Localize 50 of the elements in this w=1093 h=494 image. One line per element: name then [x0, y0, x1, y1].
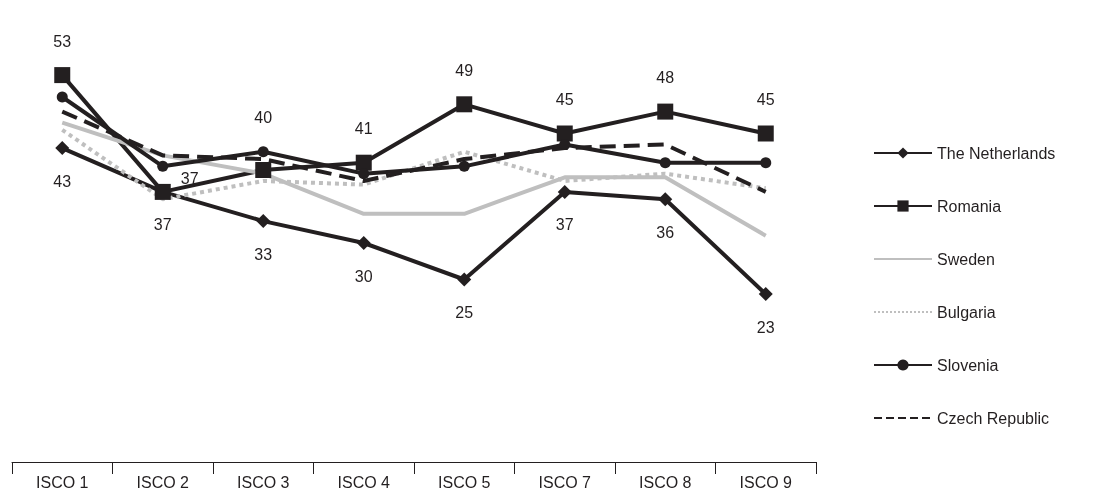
x-tick-label: ISCO 8 [639, 473, 692, 491]
data-label: 37 [153, 216, 172, 234]
point [355, 154, 372, 171]
legend-label: Romania [937, 197, 1002, 215]
x-tick-label: ISCO 1 [36, 473, 89, 491]
point [556, 125, 573, 142]
data-label: 23 [756, 318, 775, 336]
data-label: 48 [656, 69, 675, 87]
legend-label: Bulgaria [937, 303, 996, 321]
data-label: 40 [254, 109, 273, 127]
data-label: 45 [756, 91, 775, 108]
point [458, 160, 470, 172]
point [758, 287, 773, 302]
x-tick-label: ISCO 2 [136, 473, 190, 491]
point [157, 160, 169, 172]
point [255, 162, 272, 178]
data-label: 45 [555, 91, 574, 108]
legend-label: The Netherlands [937, 144, 1056, 162]
x-tick-label: ISCO 9 [739, 473, 793, 491]
point [657, 103, 674, 120]
point [257, 146, 269, 158]
legend-label: Sweden [937, 250, 995, 268]
legend-label: Czech Republic [937, 409, 1050, 427]
point [760, 157, 772, 169]
point [659, 157, 671, 169]
data-label: 30 [354, 267, 373, 285]
data-label: 49 [455, 61, 474, 79]
data-label: 37 [555, 216, 574, 234]
legend-label: Slovenia [937, 356, 999, 374]
point [457, 272, 472, 287]
point [55, 141, 70, 156]
data-label: 53 [53, 32, 72, 50]
data-label: 36 [656, 223, 675, 241]
x-tick-label: ISCO 5 [438, 473, 491, 491]
data-label: 43 [53, 172, 72, 190]
point [56, 91, 68, 103]
x-tick-label: ISCO 7 [538, 473, 592, 491]
point [557, 184, 572, 199]
point [256, 214, 271, 229]
data-label: 33 [254, 245, 273, 263]
data-label: 37 [180, 170, 199, 188]
point [757, 125, 774, 142]
x-tick-label: ISCO 3 [237, 473, 290, 491]
data-label: 41 [354, 120, 373, 138]
x-tick-label: ISCO 4 [337, 473, 391, 491]
point [658, 192, 673, 207]
point [54, 67, 71, 84]
data-label: 25 [455, 304, 474, 321]
point [356, 236, 371, 250]
point [456, 96, 473, 113]
